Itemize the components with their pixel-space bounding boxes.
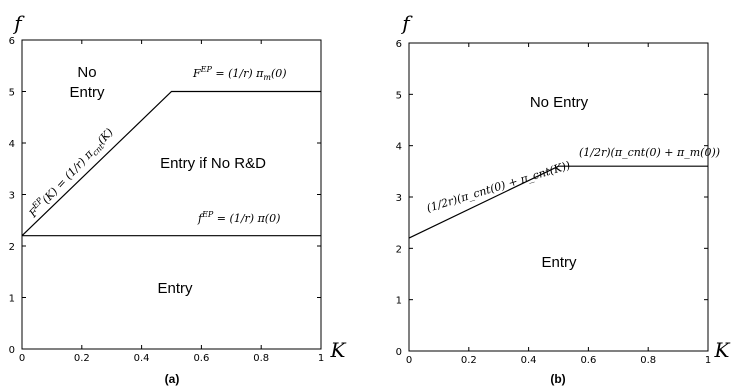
panel-a-region-entry: Entry [157, 280, 193, 297]
panel-a: f K 0 0.2 0.4 0.6 0.8 1 0 1 2 3 4 5 6 No Entry Entry… [9, 11, 347, 386]
eq-upper-arg: (0) [271, 67, 287, 80]
panel-a-x-tick-label: 0.4 [134, 353, 150, 364]
panel-b-diagonal-equation: (1/2r)(π_cnt(0) + π_cnt(K)) [425, 159, 572, 215]
panel-b-x-tick-label: 0.4 [521, 355, 537, 366]
panel-a-y-axis-label: f [12, 11, 25, 35]
panel-b-y-tick-label: 3 [396, 193, 402, 204]
svg-text:FEP(K) = (1/r) πcnt(K): FEP(K) = (1/r) πcnt(K) [25, 124, 118, 222]
panel-a-y-tick-label: 2 [9, 242, 15, 253]
panel-a-x-tick-label: 0.8 [253, 353, 269, 364]
panel-a-y-tick-label: 5 [9, 88, 15, 99]
panel-a-plot-frame [21, 39, 322, 350]
eq-lower-sup: EP [201, 210, 214, 219]
panel-b-region-no-entry: No Entry [530, 94, 589, 111]
panel-b-region-entry: Entry [541, 254, 577, 271]
panel-b-series-line-0 [408, 165, 708, 239]
panel-a-y-tick-label: 0 [9, 345, 15, 356]
panel-a-ticks: 0 0.2 0.4 0.6 0.8 1 0 1 2 3 4 5 6 [9, 36, 325, 364]
panel-b-ticks: 0 0.2 0.4 0.6 0.8 1 0 1 2 3 4 5 6 [396, 39, 712, 366]
panel-a-region-entry-if-no-rd: Entry if No R&D [160, 155, 266, 172]
panel-b-x-tick-label: 1 [705, 355, 711, 366]
panel-a-x-tick-label: 0 [19, 353, 25, 364]
panel-b: f K 0 0.2 0.4 0.6 0.8 1 0 1 2 3 4 5 6 No Entry Entry… [396, 11, 731, 386]
panel-b-y-tick-label: 4 [396, 142, 402, 153]
panel-b-x-tick-label: 0 [406, 355, 412, 366]
eq-upper-sup: EP [200, 65, 213, 74]
panel-a-x-tick-label: 0.6 [193, 353, 209, 364]
panel-a-series [21, 90, 321, 237]
panel-a-x-axis-label: K [330, 338, 347, 362]
panel-a-region-no-entry-line2: Entry [69, 84, 105, 101]
panel-b-x-tick-label: 0.2 [461, 355, 477, 366]
panel-a-lower-equation: fEP = (1/r) π(0) [197, 210, 280, 225]
panel-b-y-tick-label: 5 [396, 90, 402, 101]
panel-b-y-tick-label: 1 [396, 296, 402, 307]
eq-lower-rest: = (1/r) π(0) [213, 212, 280, 225]
panel-b-x-tick-label: 0.8 [640, 355, 656, 366]
svg-text:FEP = (1/r) πm(0): FEP = (1/r) πm(0) [192, 65, 287, 82]
panel-b-x-axis-label: K [714, 338, 731, 362]
panel-b-y-tick-label: 2 [396, 244, 402, 255]
panel-b-x-tick-label: 0.6 [580, 355, 596, 366]
panel-a-y-tick-label: 4 [9, 139, 15, 150]
panel-b-upper-equation: (1/2r)(π_cnt(0) + π_m(0)) [579, 146, 720, 159]
panel-a-y-tick-label: 6 [9, 36, 15, 47]
eq-upper-sub: m [263, 73, 271, 82]
eq-lower-lhs: f [197, 212, 204, 225]
panel-b-y-tick-label: 6 [396, 39, 402, 50]
panel-a-y-tick-label: 3 [9, 191, 15, 202]
panel-a-diagonal-equation: FEP(K) = (1/r) πcnt(K) [25, 124, 118, 222]
panel-a-region-no-entry-line1: No [77, 64, 96, 81]
panel-a-y-tick-label: 1 [9, 294, 15, 305]
svg-text:fEP = (1/r) π(0): fEP = (1/r) π(0) [197, 210, 280, 225]
panel-a-upper-equation: FEP = (1/r) πm(0) [192, 65, 287, 82]
panel-a-x-tick-label: 1 [318, 353, 324, 364]
panel-b-label: (b) [550, 372, 565, 386]
eq-diag-rest: (K) = (1/r) π [40, 147, 97, 206]
eq-upper-rest: = (1/r) π [212, 67, 264, 80]
panel-a-x-tick-label: 0.2 [74, 353, 90, 364]
eq-upper-lhs: F [192, 67, 201, 80]
panel-a-label: (a) [165, 372, 180, 386]
panel-b-y-axis-label: f [400, 11, 413, 35]
panel-a-series-line-0 [21, 90, 321, 237]
panel-b-series [408, 165, 708, 239]
panel-b-y-tick-label: 0 [396, 347, 402, 358]
